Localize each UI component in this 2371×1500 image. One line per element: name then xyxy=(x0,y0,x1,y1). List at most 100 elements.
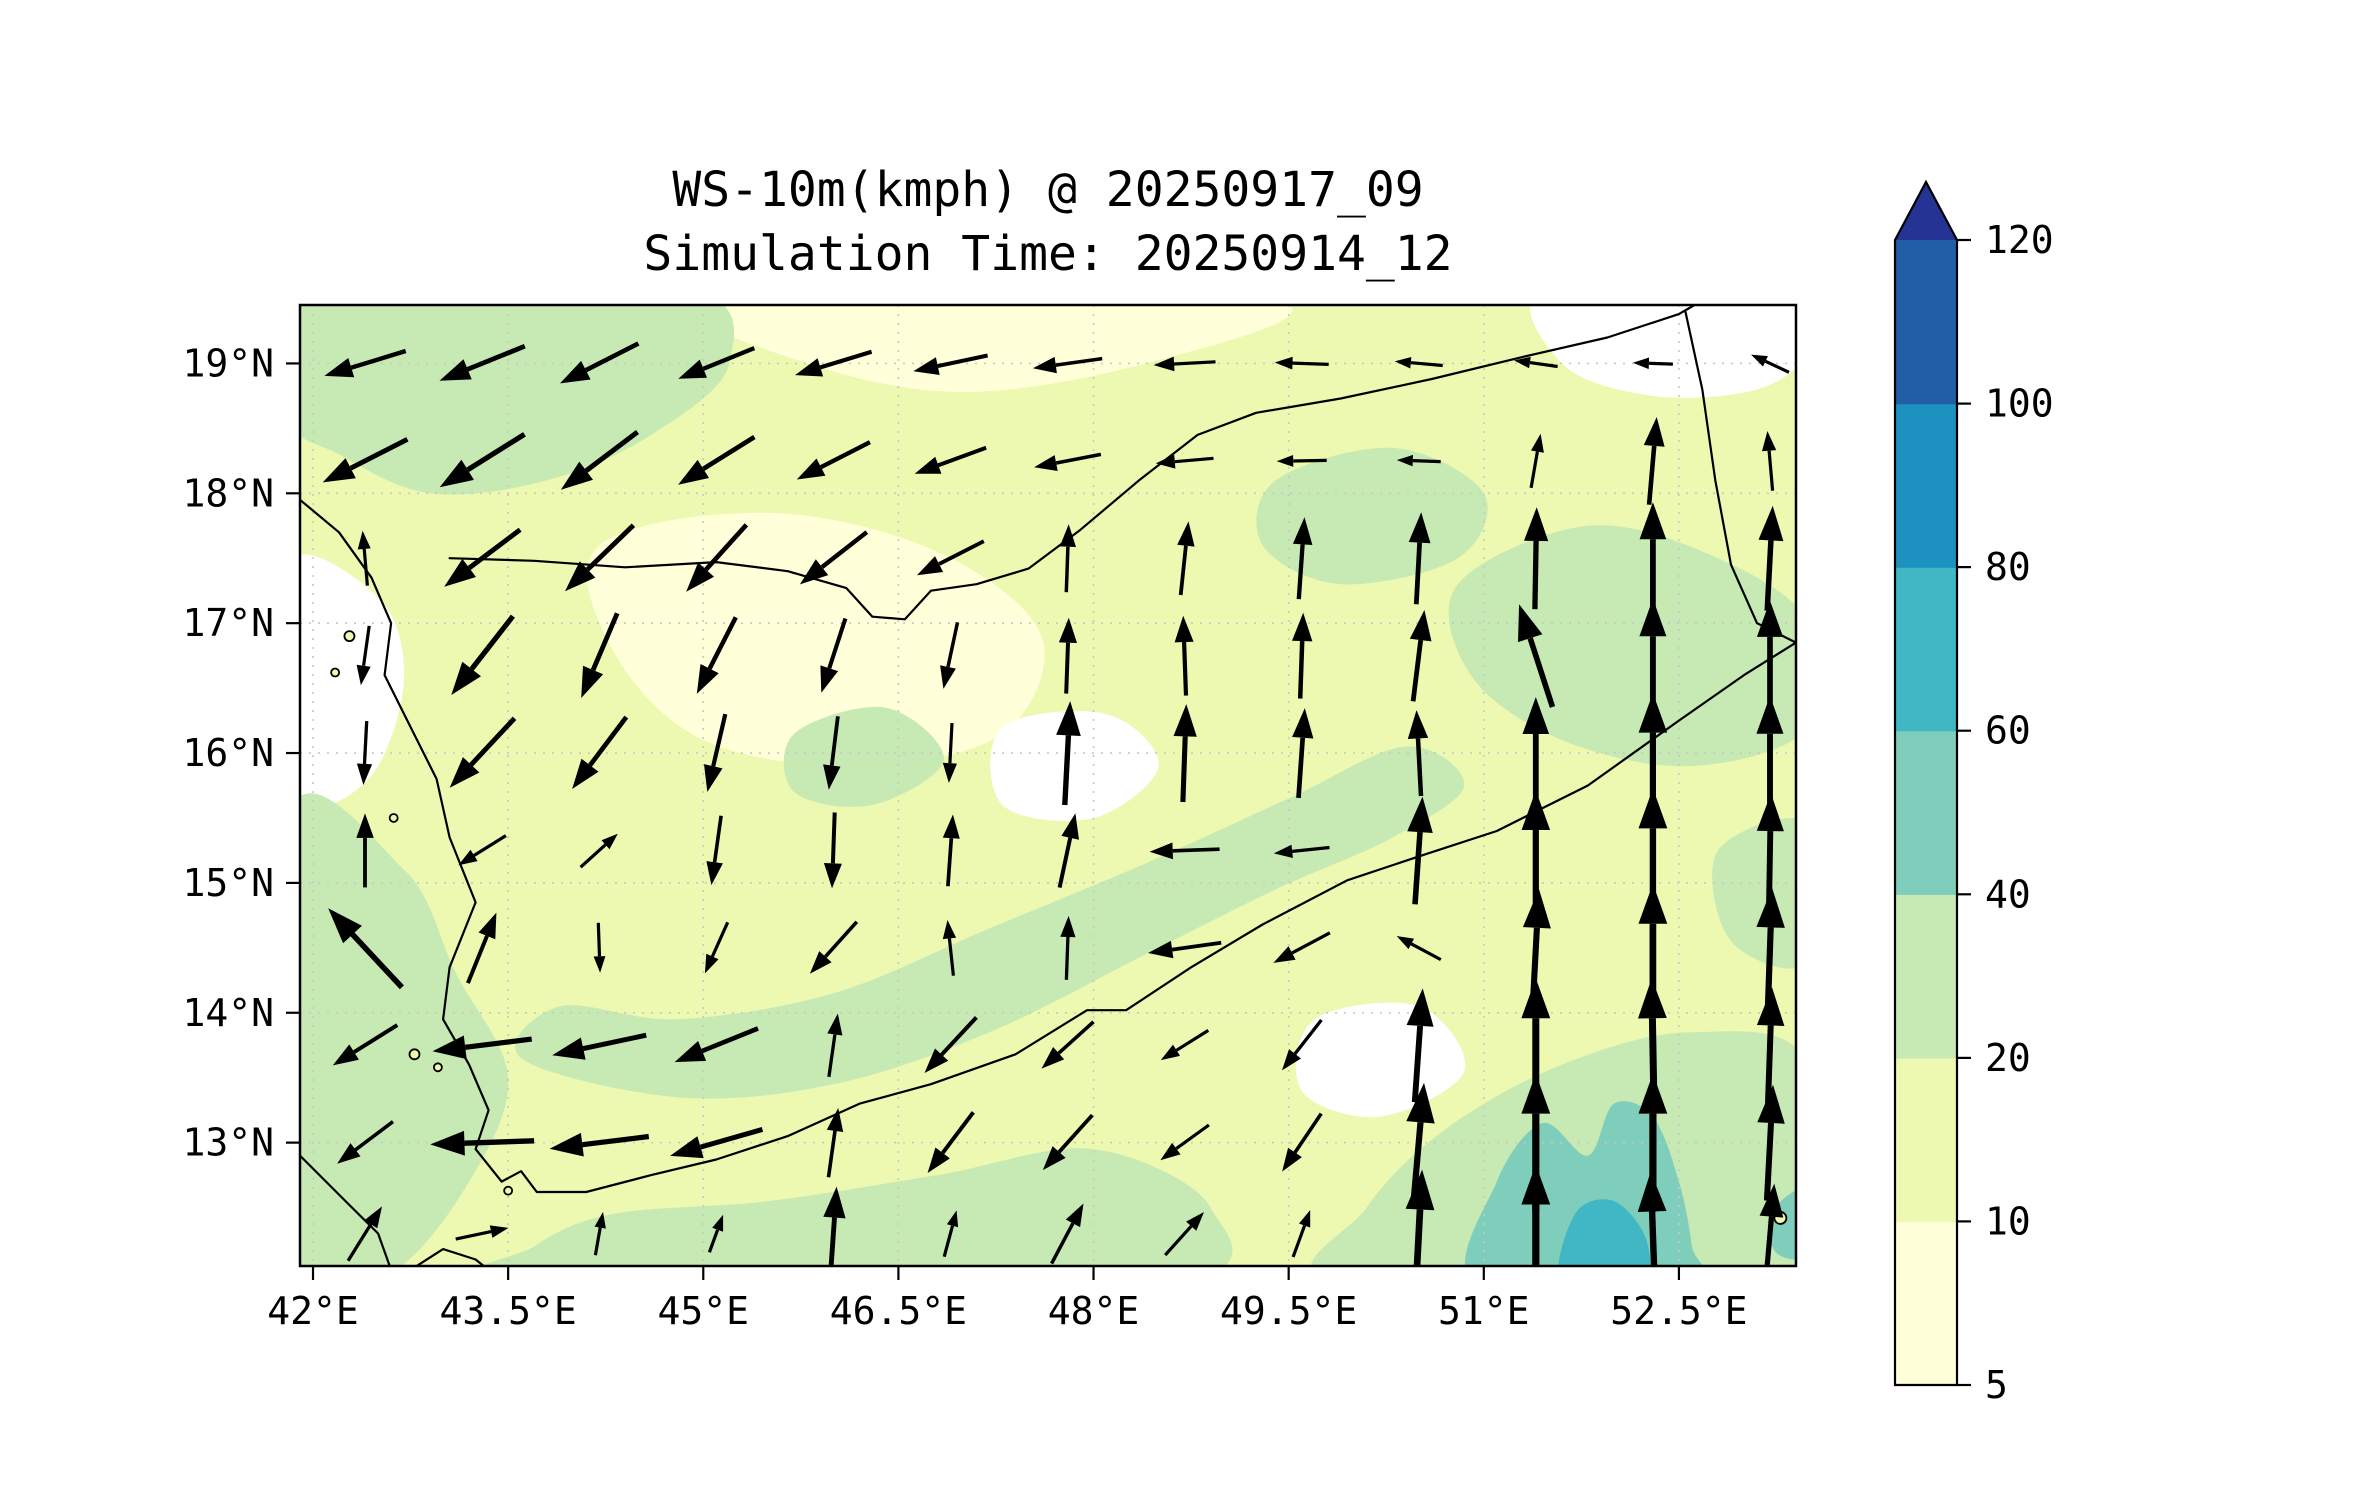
quiver-arrow-shaft xyxy=(710,921,730,958)
colorbar-outline xyxy=(1893,179,1959,1387)
colorbar-segment xyxy=(1895,730,1957,895)
quiver-arrow xyxy=(439,432,526,488)
quiver-arrow xyxy=(1174,615,1194,696)
quiver-arrow-shaft xyxy=(1413,1209,1424,1266)
quiver-arrow-head xyxy=(1394,357,1412,369)
quiver-arrow xyxy=(1291,1210,1311,1258)
quiver-layer xyxy=(322,341,1790,1266)
quiver-arrow-shaft xyxy=(1172,847,1220,853)
quiver-arrow-head xyxy=(1273,844,1293,858)
quiver-arrow-head xyxy=(696,664,719,694)
quiver-arrow-shaft xyxy=(1646,445,1657,505)
quiver-arrow-head xyxy=(927,1147,950,1173)
quiver-arrow xyxy=(1405,1169,1435,1266)
quiver-arrow-head xyxy=(809,951,832,974)
quiver-arrow xyxy=(1407,710,1429,797)
quiver-arrow xyxy=(1396,936,1442,962)
quiver-arrow-head xyxy=(1406,1082,1435,1124)
quiver-arrow-head xyxy=(337,1143,361,1164)
colorbar-tick-label: 40 xyxy=(1985,872,2031,916)
quiver-arrow xyxy=(1407,796,1433,905)
quiver-arrow-head xyxy=(823,764,841,790)
island xyxy=(432,1062,443,1073)
quiver-arrow xyxy=(322,437,409,483)
quiver-arrow-head xyxy=(1756,987,1785,1026)
quiver-arrow-shaft xyxy=(1293,1018,1323,1055)
quiver-arrow xyxy=(913,353,989,375)
quiver-arrow-head xyxy=(942,814,960,839)
quiver-arrow-head xyxy=(1058,617,1077,643)
colorbar-tick-label: 100 xyxy=(1985,382,2054,426)
quiver-arrow-shaft xyxy=(1182,641,1189,696)
quiver-arrow-head xyxy=(1148,940,1174,959)
quiver-arrow-head xyxy=(1762,431,1777,452)
quiver-arrow-head xyxy=(1056,701,1081,736)
quiver-arrow xyxy=(449,716,517,788)
quiver-arrow xyxy=(1274,356,1329,370)
quiver-arrow xyxy=(809,920,859,974)
quiver-arrow-shaft xyxy=(1057,1113,1094,1154)
quiver-arrow-shaft xyxy=(350,348,407,370)
quiver-arrow-head xyxy=(942,920,957,940)
contour-region-under xyxy=(300,554,405,809)
quiver-arrow-shaft xyxy=(702,435,756,471)
quiver-arrow-head xyxy=(560,360,591,384)
quiver-arrow xyxy=(1524,507,1549,610)
x-tick-label: 52.5°E xyxy=(1610,1289,1747,1333)
quiver-arrow-shaft xyxy=(1291,931,1331,955)
y-tick-label: 13°N xyxy=(182,1121,274,1165)
quiver-arrow xyxy=(927,1111,975,1173)
quiver-arrow-shaft xyxy=(349,437,409,471)
quiver-arrow xyxy=(1032,356,1103,374)
quiver-arrow-shaft xyxy=(707,1229,720,1253)
quiver-arrow-head xyxy=(1155,454,1176,469)
colorbar-segment xyxy=(1895,894,1957,1059)
quiver-arrow-head xyxy=(1522,697,1550,734)
quiver-arrow-shaft xyxy=(1064,642,1070,694)
quiver-arrow-shaft xyxy=(1064,546,1070,593)
quiver-arrow xyxy=(466,912,497,984)
quiver-arrow-shaft xyxy=(937,353,989,369)
quiver-arrow-shaft xyxy=(1297,640,1305,699)
quiver-arrow-head xyxy=(1521,1164,1551,1205)
quiver-arrow xyxy=(1056,701,1081,806)
x-axis: 42°E 43.5°E 45°E 46.5°E 48°E 49.5°E 51°E 52.5°E xyxy=(267,1266,1748,1333)
quiver-arrow-shaft xyxy=(1164,1225,1193,1257)
quiver-arrow-head xyxy=(439,359,472,381)
quiver-arrow-shaft xyxy=(1050,1222,1075,1265)
colorbar-segment xyxy=(1895,1057,1957,1223)
quiver-arrow xyxy=(1148,940,1222,959)
quiver-arrow-shaft xyxy=(1529,451,1539,489)
quiver-arrow-head xyxy=(1282,1147,1302,1172)
quiver-arrow-shaft xyxy=(1767,450,1775,491)
quiver-arrow xyxy=(1643,417,1665,505)
quiver-arrow xyxy=(799,530,869,585)
quiver-arrow-head xyxy=(357,530,371,550)
quiver-arrow-head xyxy=(1638,788,1668,829)
quiver-arrow-shaft xyxy=(1057,837,1073,889)
quiver-arrow-head xyxy=(1408,512,1431,544)
quiver-arrow xyxy=(432,1035,533,1060)
island xyxy=(388,813,399,823)
quiver-arrow-shaft xyxy=(1532,540,1539,610)
quiver-arrow-shaft xyxy=(948,723,954,764)
quiver-arrow-head xyxy=(1643,417,1665,447)
quiver-arrow-head xyxy=(581,665,604,698)
quiver-arrow-shaft xyxy=(1763,1122,1774,1201)
quiver-arrow-shaft xyxy=(1412,831,1423,905)
contour-region-c20_40 xyxy=(480,1148,1233,1266)
quiver-arrow-head xyxy=(458,849,478,866)
colorbar-tick-label: 80 xyxy=(1985,545,2031,589)
quiver-arrow xyxy=(1292,708,1314,799)
quiver-arrow-head xyxy=(594,1211,606,1229)
quiver-arrow-shaft xyxy=(596,922,602,957)
quiver-arrow-shaft xyxy=(1527,637,1556,708)
quiver-arrow-head xyxy=(444,558,476,587)
quiver-arrow xyxy=(1273,844,1330,858)
quiver-arrow xyxy=(917,539,985,576)
quiver-arrow-head xyxy=(549,1132,584,1157)
quiver-arrow-shaft xyxy=(820,530,869,569)
quiver-arrow xyxy=(1060,915,1076,980)
